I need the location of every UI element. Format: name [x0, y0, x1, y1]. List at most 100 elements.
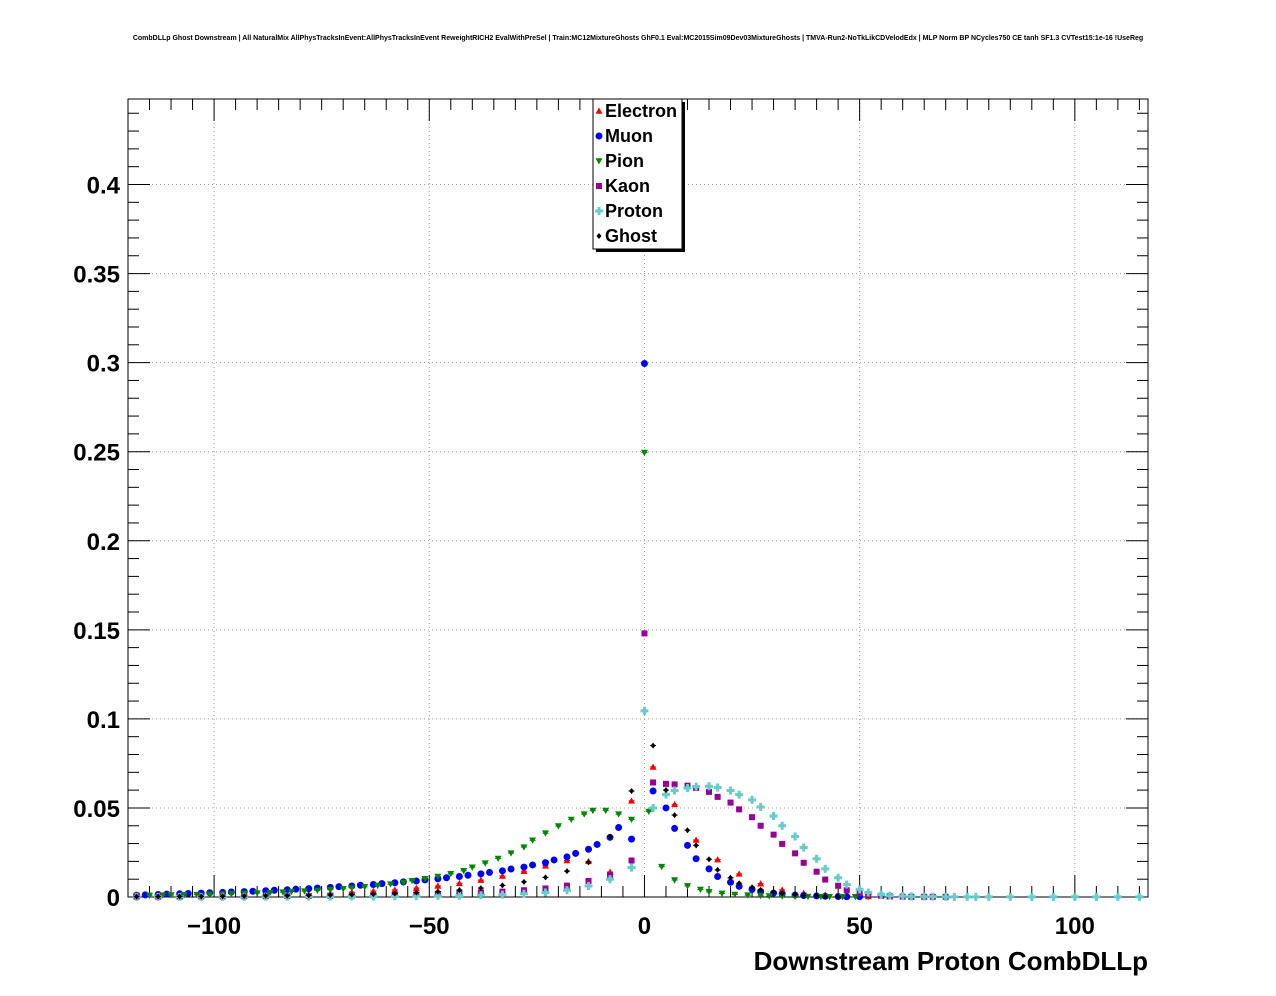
data-point — [478, 885, 484, 892]
data-point — [585, 877, 592, 884]
data-point — [541, 830, 549, 837]
data-point — [563, 853, 571, 861]
data-point — [339, 886, 347, 893]
data-point — [408, 877, 416, 885]
data-point — [399, 879, 407, 887]
data-point — [645, 808, 653, 815]
y-tick-label: 0 — [107, 885, 120, 912]
data-point — [1135, 892, 1144, 901]
data-point — [227, 890, 235, 898]
data-point — [206, 891, 214, 898]
data-point — [950, 892, 959, 901]
data-point — [705, 889, 713, 896]
data-point — [476, 891, 485, 900]
y-tick-label: 0.05 — [73, 796, 120, 823]
data-point — [898, 892, 907, 901]
data-point — [826, 894, 834, 901]
data-point — [1049, 892, 1058, 901]
data-point — [300, 888, 308, 895]
data-point — [584, 881, 593, 890]
data-point — [640, 706, 649, 715]
data-point — [713, 783, 722, 792]
data-point — [814, 892, 820, 899]
data-point — [387, 881, 395, 888]
data-point — [521, 878, 527, 885]
data-point — [705, 865, 713, 873]
data-point — [683, 883, 691, 890]
data-point — [413, 889, 419, 896]
data-point — [714, 793, 721, 800]
data-point — [692, 782, 701, 791]
data-point — [792, 891, 798, 898]
data-point — [813, 868, 820, 875]
data-point — [628, 857, 635, 864]
data-point — [756, 803, 765, 812]
data-point — [305, 885, 313, 893]
data-point — [791, 832, 800, 841]
data-point — [468, 864, 476, 871]
data-point — [817, 893, 825, 901]
y-tick-label: 0.15 — [73, 618, 120, 645]
data-point — [736, 880, 742, 887]
legend-label-kaon: Kaon — [605, 176, 650, 196]
data-point — [498, 872, 506, 879]
y-tick-label: 0.4 — [87, 173, 121, 200]
data-point — [585, 845, 593, 853]
data-point — [778, 886, 786, 893]
data-point — [683, 841, 691, 849]
data-point — [671, 781, 678, 788]
data-point — [589, 807, 597, 815]
data-point — [541, 888, 550, 897]
data-point — [167, 892, 175, 899]
data-point — [615, 824, 623, 832]
series-ghost — [133, 742, 842, 900]
data-point — [607, 833, 613, 840]
data-point — [520, 867, 528, 874]
data-point — [662, 780, 669, 787]
data-point — [822, 893, 828, 900]
x-tick-label: −50 — [409, 913, 450, 940]
data-point — [134, 893, 140, 900]
data-point — [602, 807, 610, 815]
data-point — [706, 856, 712, 863]
data-point — [671, 877, 679, 884]
data-point — [198, 893, 204, 900]
data-point — [563, 882, 570, 889]
x-tick-label: 0 — [638, 913, 651, 940]
data-point — [447, 871, 455, 878]
data-point — [542, 885, 549, 892]
data-point — [562, 886, 571, 895]
data-point — [567, 816, 575, 824]
data-point — [460, 868, 468, 875]
data-point — [835, 882, 842, 889]
data-point — [1006, 892, 1015, 901]
data-point — [765, 893, 773, 900]
legend-marker-electron — [595, 107, 603, 114]
data-point — [842, 880, 851, 889]
series-pion — [133, 449, 872, 901]
data-point — [822, 876, 829, 883]
data-point — [456, 887, 462, 894]
data-point — [155, 893, 161, 900]
series-muon — [133, 360, 864, 901]
data-point — [177, 893, 183, 900]
data-point — [885, 891, 894, 900]
data-point — [779, 840, 786, 847]
data-point — [757, 880, 765, 887]
series-electron — [133, 243, 894, 900]
data-point — [628, 816, 636, 824]
data-point — [541, 859, 549, 867]
data-point — [486, 868, 494, 876]
y-tick-label: 0.1 — [87, 707, 120, 734]
data-point — [792, 850, 799, 857]
legend: Electron Muon Pion Kaon Proton Ghost — [592, 98, 685, 252]
data-point — [306, 892, 312, 899]
data-point — [864, 888, 873, 897]
data-point — [542, 874, 548, 881]
data-point — [748, 795, 757, 804]
data-point — [757, 892, 765, 900]
data-point — [662, 804, 670, 812]
data-point — [843, 887, 850, 894]
data-point — [349, 891, 355, 898]
data-point — [769, 811, 778, 820]
